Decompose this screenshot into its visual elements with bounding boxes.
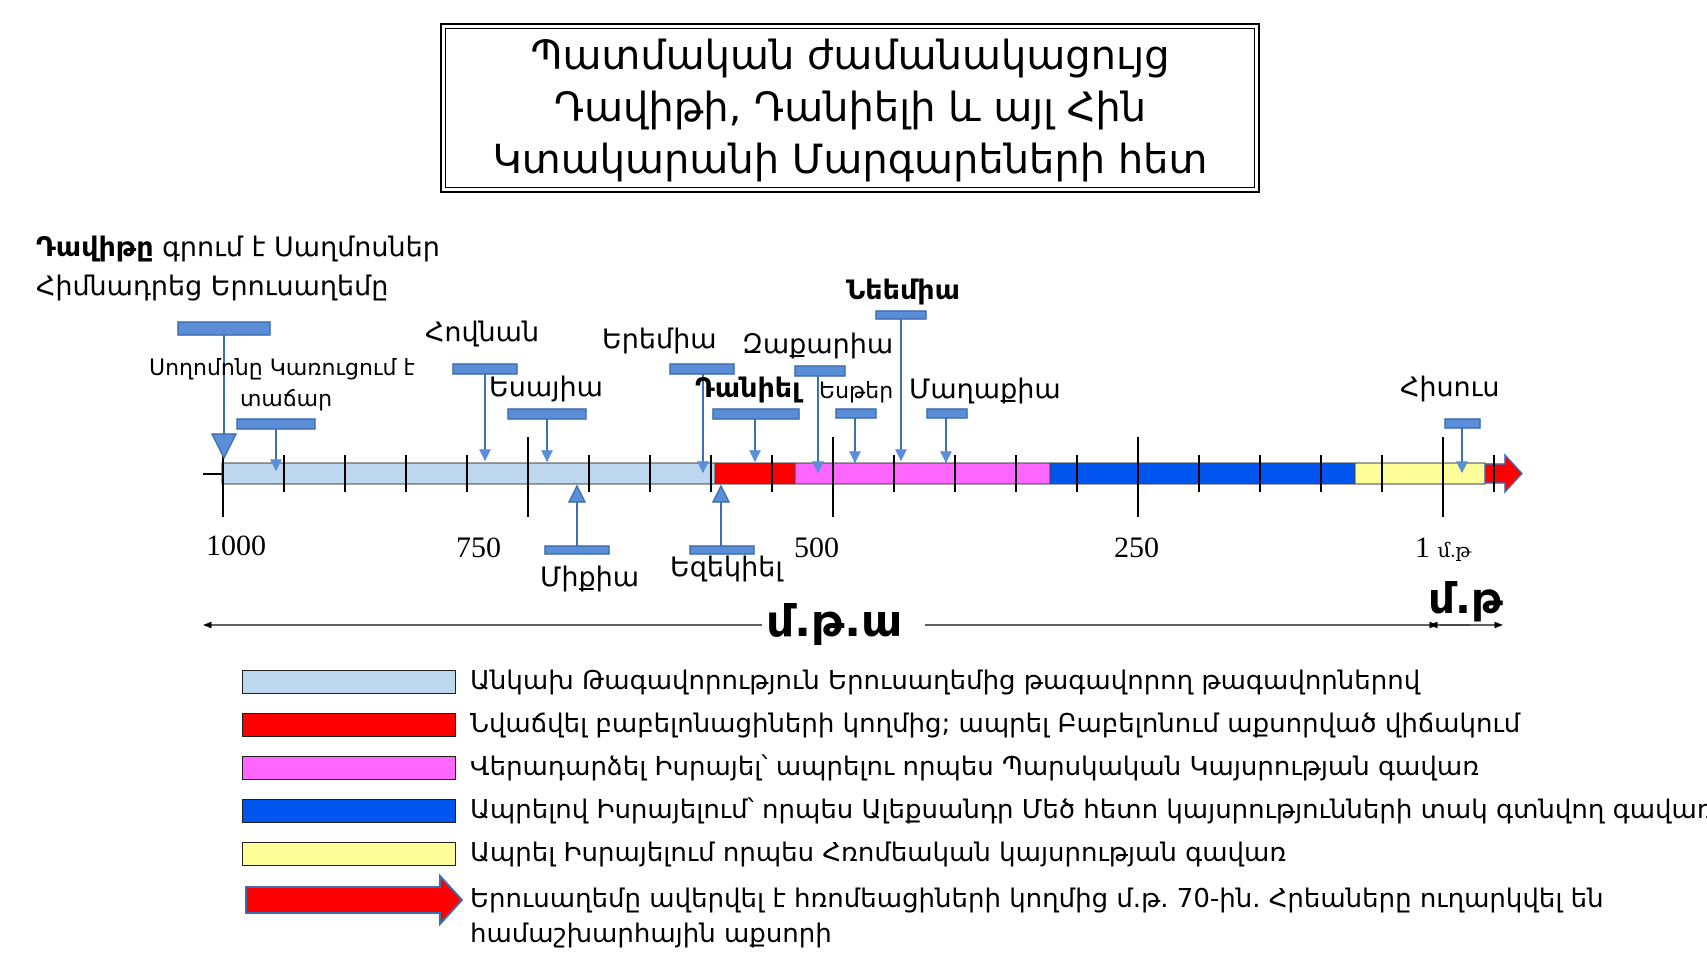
legend-arrow-swatch [245, 873, 464, 927]
label-daniel: Դանիել [695, 373, 801, 404]
axis-label-1-number: 1 [1415, 531, 1430, 564]
marker-zechariah-bar [794, 365, 846, 377]
timeline-end-arrow [1484, 453, 1524, 494]
marker-malachi-bar [926, 408, 968, 419]
legend-swatch-4 [242, 799, 456, 823]
label-micah: Միքիա [540, 562, 640, 593]
marker-jesus-bar [1444, 418, 1481, 429]
label-jeremiah: Երեմիա [602, 324, 717, 355]
axis-label-500: 500 [794, 531, 839, 564]
marker-daniel-bar [712, 408, 800, 420]
period-bar-roman-province [1354, 462, 1486, 485]
label-jonah: Հովնան [425, 317, 540, 348]
axis-label-1000: 1000 [206, 529, 266, 562]
label-david-rest: գրում է Սաղմոսներ [153, 232, 440, 263]
period-bar-babylonian-captivity [714, 462, 796, 485]
axis-label-1: 1 մ.թ [1415, 532, 1471, 567]
period-bar-independent-kingdom [221, 462, 716, 485]
legend-text-4: Ապրելով Իսրայելում՝ որպես Ալեքսանդր Մեծ … [470, 795, 1707, 825]
legend-text-3: Վերադարձել Իսրայել՝ ապրելու որպես Պարսկա… [470, 752, 1480, 782]
era-label-ce: մ.թ [1428, 574, 1503, 623]
legend-swatch-1 [242, 670, 456, 694]
marker-ezekiel-arrowhead [711, 484, 731, 503]
title-line-3: Կտակարանի Մարգարեների հետ [492, 137, 1208, 183]
era-label-bce: մ.թ.ա [766, 596, 903, 647]
legend-text-5: Ապրել Իսրայելում որպես Հռոմեական կայսրու… [470, 838, 1287, 868]
legend-swatch-5 [242, 842, 456, 866]
label-isaiah: Եսայիա [489, 372, 603, 403]
legend-swatch-2 [242, 713, 456, 737]
marker-david-bar [177, 321, 271, 336]
label-david: Դավիթը գրում է Սաղմոսներ [36, 232, 440, 264]
label-jesus: Հիսուս [1400, 372, 1500, 403]
marker-isaiah-bar [507, 408, 587, 420]
marker-esther-bar [835, 408, 877, 419]
label-malachi: Մաղաքիա [909, 374, 1061, 405]
period-bar-hellenistic-province [1049, 462, 1356, 485]
label-david-name: Դավիթը [36, 232, 154, 263]
legend-arrow-text-2: համաշխարհային աքսորի [470, 919, 832, 949]
title-line-1: Պատմական ժամանակացույց [530, 33, 1170, 79]
label-ezekiel: Եզեկիել [670, 552, 783, 583]
marker-solomon-bar [236, 418, 316, 430]
title-box: Պատմական ժամանակացույց Դավիթի, Դանիելի և… [440, 23, 1260, 193]
label-david-line2: Հիմնադրեց Երուսաղեմը [36, 271, 389, 302]
marker-micah-arrowhead [567, 484, 587, 503]
label-zechariah: Զաքարիա [742, 329, 894, 360]
axis-label-750: 750 [456, 531, 501, 564]
marker-nehemiah-bar [875, 310, 927, 320]
legend-arrow-text-1: Երուսաղեմը ավերվել է հռոմեացիների կողմից… [470, 884, 1604, 914]
axis-label-250: 250 [1114, 531, 1159, 564]
label-nehemiah: Նեեմիա [846, 275, 960, 306]
legend-swatch-3 [242, 756, 456, 780]
marker-david-arrowhead [210, 433, 238, 460]
label-esther: Եսթեր [819, 379, 894, 404]
legend-text-1: Անկախ Թագավորություն Երուսաղեմից թագավոր… [470, 666, 1421, 696]
axis-label-1-suffix: մ.թ [1437, 540, 1472, 562]
label-solomon-line2: տաճար [240, 387, 333, 412]
marker-micah-bar [544, 545, 610, 555]
title-line-2: Դավիթի, Դանիելի և այլ Հին [553, 85, 1147, 131]
title-inner: Պատմական ժամանակացույց Դավիթի, Դանիելի և… [445, 28, 1255, 188]
label-solomon-line1: Սողոմոնը Կառուցում է [149, 356, 415, 381]
legend-text-2: Նվաճվել բաբելոնացիների կողմից; ապրել Բաբ… [470, 709, 1521, 739]
